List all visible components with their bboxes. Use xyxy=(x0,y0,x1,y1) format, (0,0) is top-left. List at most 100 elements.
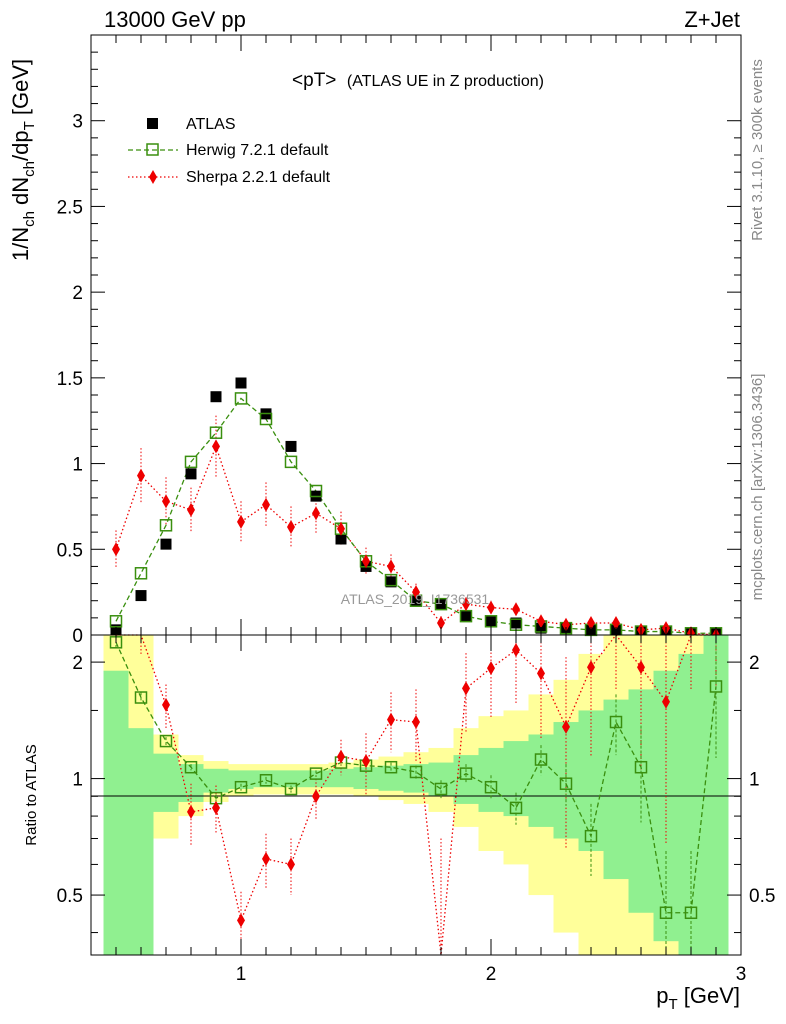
ratio-ytick-label-right: 0.5 xyxy=(749,886,775,907)
ratio-sherpa-point xyxy=(337,749,345,764)
ylabel-part-3: /dp xyxy=(8,130,33,161)
ratio-ylabel: Ratio to ATLAS xyxy=(23,744,40,845)
xlabel-sub: T xyxy=(668,996,677,1013)
ratio-herwig-point xyxy=(684,906,698,920)
legend-label-herwig: Herwig 7.2.1 default xyxy=(186,142,329,159)
mcplots-label: mcplots.cern.ch [arXiv:1306.3436] xyxy=(749,374,766,601)
ratio-herwig-point xyxy=(384,760,398,774)
ratio-sherpa-point xyxy=(587,660,595,675)
ratio-herwig-point xyxy=(534,753,548,766)
ratio-sherpa-point xyxy=(562,719,570,734)
atlas-point xyxy=(385,576,397,588)
atlas-point xyxy=(410,595,422,607)
sherpa-point xyxy=(387,559,395,574)
ratio-ytick-label-right: 2 xyxy=(749,653,760,674)
legend-label-sherpa: Sherpa 2.2.1 default xyxy=(186,169,331,186)
ratio-sherpa-point xyxy=(262,851,270,866)
ylabel-sub-3: T xyxy=(21,121,38,130)
ratio-herwig-point xyxy=(659,906,673,920)
ratio-xtick-label: 1 xyxy=(236,964,247,985)
legend-label-atlas: ATLAS xyxy=(186,116,236,133)
ratio-herwig-point xyxy=(559,777,573,790)
chart-title: <pT> (ATLAS UE in Z production) xyxy=(292,70,544,91)
sherpa-point xyxy=(487,600,495,615)
herwig-point xyxy=(134,567,148,580)
green-band-segment xyxy=(328,768,354,788)
legend-marker-atlas xyxy=(147,118,158,129)
ratio-sherpa-point xyxy=(462,681,470,696)
ratio-sherpa-point xyxy=(187,804,195,819)
legend-marker-herwig xyxy=(146,143,159,156)
herwig-point xyxy=(159,519,173,532)
main-ytick-label: 0 xyxy=(72,626,83,647)
ratio-herwig-point xyxy=(309,767,323,780)
ratio-herwig-point xyxy=(509,801,523,815)
green-band-segment xyxy=(528,734,554,827)
atlas-point xyxy=(335,533,347,545)
header-right: Z+Jet xyxy=(684,7,740,32)
sherpa-point xyxy=(137,468,145,483)
ratio-xtick-label: 2 xyxy=(486,964,497,985)
main-plot-panel: 0 0.5 1 1.5 2 2.5 3 ATLAS_2019_I1736531 <pT> (… xyxy=(8,34,742,647)
sherpa-point xyxy=(437,616,445,630)
ratio-xlabel: pT [GeV] xyxy=(656,983,740,1013)
green-band-segment xyxy=(203,768,229,793)
atlas-point xyxy=(460,610,472,622)
legend-marker-sherpa xyxy=(149,170,157,184)
herwig-point xyxy=(209,426,223,439)
sherpa-point xyxy=(512,602,520,617)
sherpa-point xyxy=(287,520,295,534)
ratio-herwig-point xyxy=(459,767,473,780)
main-ytick-label: 1 xyxy=(72,455,83,476)
sherpa-point xyxy=(537,614,545,629)
herwig-point xyxy=(184,455,198,469)
sherpa-point xyxy=(562,617,570,632)
ratio-sherpa-point xyxy=(237,913,245,928)
sherpa-point xyxy=(112,542,120,557)
ratio-herwig-point xyxy=(409,765,423,779)
ratio-sherpa-point xyxy=(662,694,670,709)
ylabel-sub-2: ch xyxy=(21,161,38,177)
green-band-segment xyxy=(153,753,179,812)
green-band-segment xyxy=(353,767,379,789)
ratio-sherpa-point xyxy=(387,712,395,727)
ratio-herwig-point xyxy=(134,691,148,704)
header-left: 13000 GeV pp xyxy=(104,7,246,32)
ratio-ytick-label: 0.5 xyxy=(57,886,83,907)
ratio-herwig-point xyxy=(709,680,723,693)
ratio-herwig-point xyxy=(634,760,648,774)
sherpa-point xyxy=(162,494,170,509)
ylabel-part-1: 1/N xyxy=(8,227,33,261)
herwig-point xyxy=(434,597,448,611)
main-ytick-label: 2.5 xyxy=(57,197,83,218)
sherpa-point xyxy=(262,497,270,512)
ylabel-sub-1: ch xyxy=(21,211,38,227)
ratio-herwig-point xyxy=(434,782,448,796)
ratio-herwig-point xyxy=(584,829,598,843)
sherpa-point xyxy=(612,616,620,630)
sherpa-point xyxy=(362,554,370,569)
sherpa-point xyxy=(187,502,195,517)
green-band-segment xyxy=(128,728,154,955)
ratio-sherpa-point xyxy=(412,715,420,730)
ratio-herwig-point xyxy=(184,760,198,774)
ratio-herwig-point xyxy=(234,780,248,794)
sherpa-point xyxy=(462,597,470,612)
atlas-point xyxy=(510,617,522,629)
atlas-point xyxy=(435,598,447,610)
watermark: ATLAS_2019_I1736531 xyxy=(341,591,490,607)
ratio-xtick-label: 3 xyxy=(736,964,747,985)
atlas-point xyxy=(185,468,197,480)
atlas-point xyxy=(235,377,247,389)
green-band-segment xyxy=(278,770,304,788)
green-band-segment xyxy=(478,747,504,812)
sherpa-point xyxy=(212,439,220,454)
herwig-point xyxy=(259,412,273,426)
ylabel-part-4: [GeV] xyxy=(8,59,33,121)
atlas-point xyxy=(285,440,297,452)
main-ylabel: 1/Nch dNch/dpT [GeV] xyxy=(8,59,38,261)
main-ytick-label: 2 xyxy=(72,283,83,304)
ratio-sherpa-point xyxy=(637,660,645,675)
